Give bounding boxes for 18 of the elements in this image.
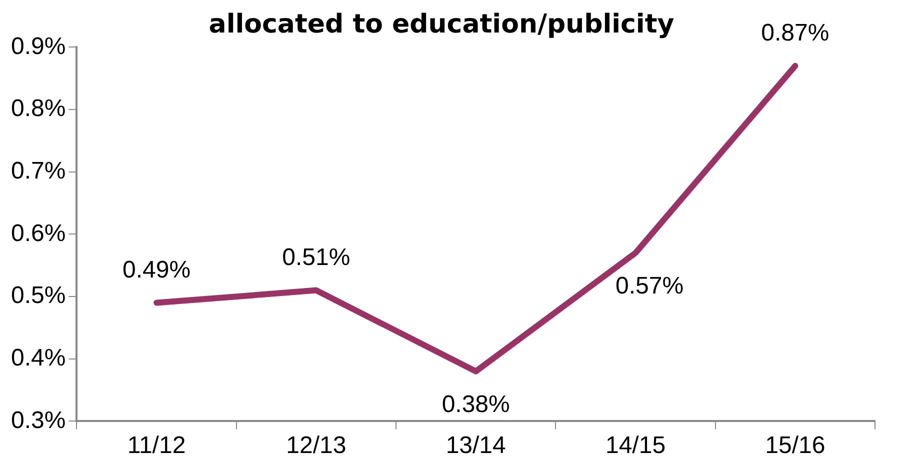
data-label: 0.38% <box>442 390 510 418</box>
y-tick-label: 0.3% <box>11 406 66 434</box>
y-tick-label: 0.7% <box>11 157 66 184</box>
x-tick-label: 11/12 <box>127 432 186 460</box>
x-tick-label: 15/16 <box>765 432 826 460</box>
y-tick-label: 0.5% <box>11 282 66 310</box>
data-label: 0.51% <box>282 244 350 271</box>
y-tick-label: 0.8% <box>11 95 66 122</box>
x-tick-label: 14/15 <box>605 432 666 460</box>
y-tick-label: 0.9% <box>11 32 66 60</box>
data-label: 0.49% <box>122 256 191 284</box>
y-tick-label: 0.6% <box>11 220 66 247</box>
y-tick-label: 0.4% <box>11 344 66 372</box>
data-label: 0.87% <box>761 20 830 47</box>
x-tick-label: 12/13 <box>286 432 346 460</box>
x-tick-label: 13/14 <box>446 432 506 460</box>
chart-title: allocated to education/publicity <box>208 9 674 40</box>
data-label: 0.57% <box>615 272 684 300</box>
